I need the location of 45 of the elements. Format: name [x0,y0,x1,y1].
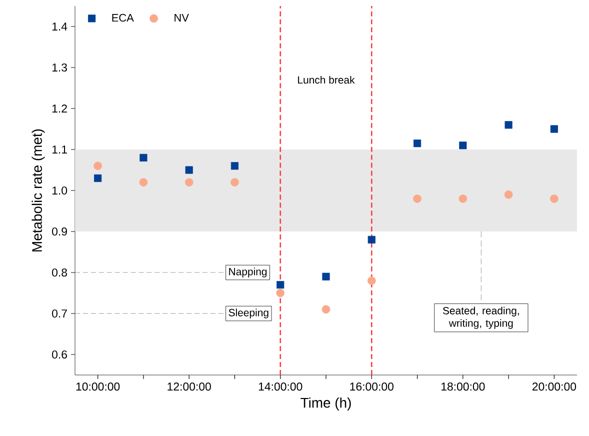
point [459,142,467,150]
point [458,194,468,203]
point [322,272,330,280]
x-tick-label: 14:00:00 [258,382,302,391]
x-tick-label: 16:00:00 [350,382,394,391]
y-tick-label: 0.6 [52,350,67,359]
x-tick-label: 20:00:00 [532,382,576,391]
ref-line-label: Sleeping [228,308,268,318]
point [184,178,194,186]
y-tick-label: 1.2 [52,104,67,112]
point [94,174,102,182]
point [413,194,422,203]
point [550,194,558,203]
point [230,178,239,186]
legend-label: ECA [112,14,134,22]
point [94,162,102,170]
point [413,140,422,148]
point [367,276,376,285]
annotation: Lunch break [298,76,355,84]
x-tick-label: 12:00:00 [168,382,211,391]
point [139,178,148,186]
point [504,190,513,199]
point [550,125,558,133]
annotation: Seated, reading, writing, typing [442,306,519,329]
y-tick-label: 0.9 [52,227,67,236]
y-tick-label: 1.3 [52,63,67,72]
point [185,166,193,174]
point [368,236,376,244]
point [276,288,285,298]
ref-line-label: Napping [229,268,267,278]
x-tick-label: 10:00:00 [76,382,120,391]
point [322,305,330,314]
y-tick-label: 1.4 [52,22,68,30]
point [504,121,512,129]
y-axis-title: Metabolic rate (met) [32,129,45,252]
legend-label: NV [174,14,189,22]
y-tick-label: 0.8 [52,268,67,277]
x-tick-label: 18:00:00 [441,382,485,391]
y-tick-label: 0.7 [52,309,67,318]
y-tick-label: 1.0 [52,186,68,195]
point [276,281,284,289]
point [230,162,239,170]
point [140,154,148,162]
x-axis-title: Time (h) [300,397,351,410]
y-tick-label: 1.1 [52,146,67,154]
